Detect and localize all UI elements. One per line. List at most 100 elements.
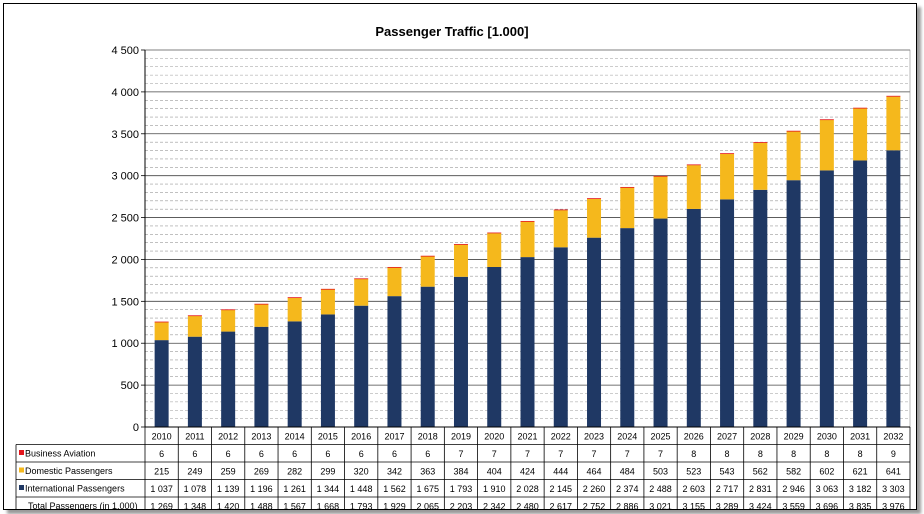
bar-segment-international-passengers [254,326,269,427]
year-label: 2026 [684,432,704,442]
data-cell: 8 [758,449,763,459]
total-cell: 3 424 [749,502,772,510]
data-cell: 444 [553,467,568,477]
bars [154,95,901,428]
data-cell: 602 [819,467,834,477]
total-cell: 1 269 [150,502,173,510]
bar-segment-international-passengers [686,208,701,427]
bar-segment-domestic-passengers [287,297,302,322]
row-label: International Passengers [25,484,125,494]
total-cell: 2 480 [516,502,539,510]
y-axis: 0 500 1 000 1 500 2 000 2 500 3 000 3 500 4 000 4… [111,45,146,434]
bar-segment-business-aviation [520,220,535,222]
data-cell: 641 [886,467,901,477]
bar-segment-business-aviation [720,153,735,155]
bar-segment-international-passengers [653,218,668,427]
data-cell: 249 [187,467,202,477]
row-label: Business Aviation [25,449,95,459]
total-cell: 2 752 [583,502,606,510]
data-cell: 8 [691,449,696,459]
data-cell: 282 [287,467,302,477]
bar-segment-international-passengers [154,340,169,427]
bar-segment-international-passengers [819,170,834,427]
bar-segment-domestic-passengers [221,309,236,332]
data-cell: 6 [259,449,264,459]
bar-segment-business-aviation [420,255,435,257]
data-cell: 1 675 [416,484,439,494]
data-cell: 1 448 [350,484,373,494]
year-label: 2027 [717,432,737,442]
data-cell: 543 [720,467,735,477]
total-cell: 1 420 [217,502,240,510]
bar-segment-business-aviation [487,232,502,234]
bar-segment-business-aviation [320,288,335,290]
data-cell: 2 145 [549,484,572,494]
data-cell: 320 [354,467,369,477]
bar-segment-international-passengers [853,160,868,427]
total-cell: 3 021 [649,502,672,510]
data-cell: 2 488 [649,484,672,494]
data-cell: 1 196 [250,484,273,494]
row-label: Domestic Passengers [25,466,113,476]
bar-segment-international-passengers [187,336,202,427]
total-cell: 3 835 [849,502,872,510]
y-tick-label: 3 500 [111,129,139,141]
bar-segment-business-aviation [786,130,801,132]
bar-segment-international-passengers [453,276,468,427]
data-cell: 7 [525,449,530,459]
year-label: 2018 [418,432,438,442]
bar-segment-business-aviation [819,119,834,121]
bar-segment-international-passengers [720,199,735,427]
data-cell: 7 [625,449,630,459]
bar-segment-domestic-passengers [620,187,635,229]
year-label: 2010 [152,432,172,442]
bar-segment-business-aviation [287,297,302,299]
data-cell: 503 [653,467,668,477]
bar-segment-domestic-passengers [187,315,202,337]
bar-segment-international-passengers [287,321,302,427]
total-row-label: Total Passengers (in 1.000) [28,501,138,509]
data-cell: 1 037 [150,484,173,494]
bar-segment-business-aviation [853,107,868,109]
total-cell: 3 155 [683,502,706,510]
data-cell: 2 028 [516,484,539,494]
bar-segment-domestic-passengers [786,131,801,181]
bar-segment-business-aviation [753,142,768,143]
year-label: 2016 [351,432,371,442]
bar-segment-domestic-passengers [453,244,468,277]
data-cell: 464 [587,467,602,477]
bar-segment-business-aviation [686,164,701,166]
bar-segment-domestic-passengers [720,153,735,200]
year-label: 2014 [285,432,305,442]
bar-segment-domestic-passengers [853,108,868,161]
legend-key [19,485,24,490]
year-label: 2012 [218,432,238,442]
data-cell: 1 078 [184,484,207,494]
total-cell: 3 289 [716,502,739,510]
data-cell: 582 [786,467,801,477]
year-label: 2025 [651,432,671,442]
total-cell: 2 065 [416,502,439,510]
bar-segment-international-passengers [886,150,901,428]
legend-key [19,450,24,455]
bar-segment-international-passengers [753,189,768,427]
chart-frame: Passenger Traffic [1.000] 0 500 1 000 1 500… [3,3,917,510]
bar-segment-domestic-passengers [886,96,901,151]
bar-segment-international-passengers [221,331,236,427]
data-cell: 7 [658,449,663,459]
data-cell: 1 344 [317,484,340,494]
bar-segment-domestic-passengers [154,322,169,341]
year-label: 2022 [551,432,571,442]
legend-key [19,467,24,473]
year-label: 2030 [817,432,837,442]
year-label: 2023 [584,432,604,442]
total-cell: 1 567 [283,502,306,510]
bar-segment-business-aviation [154,321,169,323]
data-cell: 6 [325,449,330,459]
data-cell: 2 831 [749,484,772,494]
data-cell: 1 793 [450,484,473,494]
total-cell: 3 976 [882,502,905,510]
data-cell: 8 [858,449,863,459]
data-cell: 6 [159,449,164,459]
data-cell: 3 182 [849,484,872,494]
